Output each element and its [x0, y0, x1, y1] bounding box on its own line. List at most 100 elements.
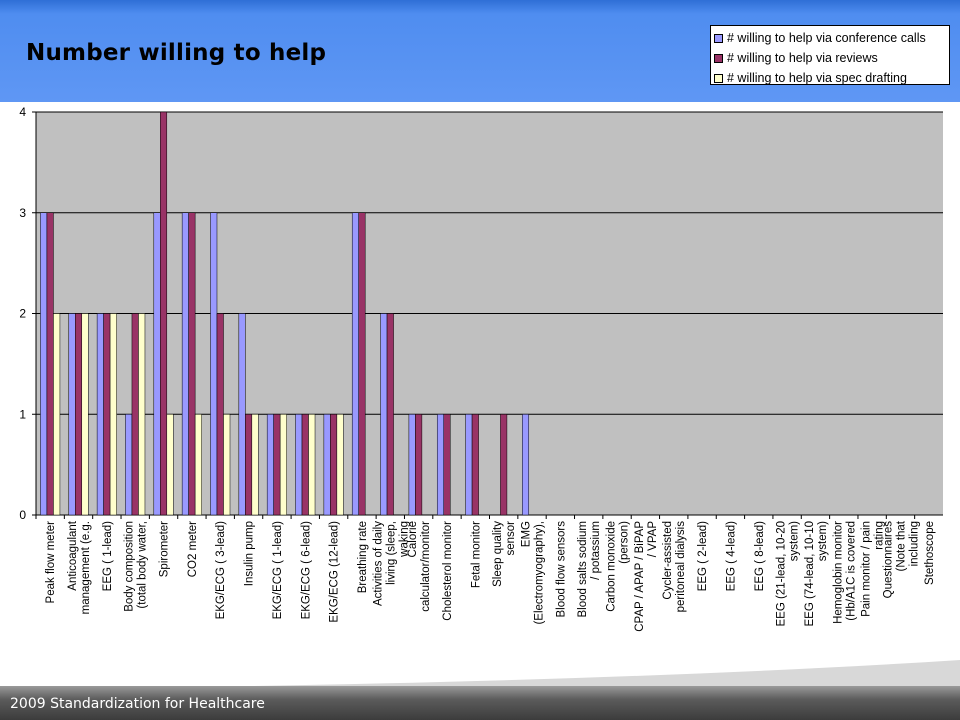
bar — [109, 313, 117, 516]
y-tick-label: 1 — [19, 407, 26, 421]
y-tick-label: 3 — [19, 206, 26, 220]
x-tick-label: EEG ( 4-lead) — [725, 521, 737, 591]
x-tick-label: including — [908, 521, 920, 566]
x-tick-label: Breathing rate — [357, 521, 369, 593]
slide-title: Number willing to help — [26, 40, 327, 66]
bar — [251, 414, 259, 516]
x-tick-label: EMG — [521, 521, 533, 547]
bar — [266, 414, 274, 516]
x-tick-label: Body composition — [124, 521, 136, 612]
x-tick-label: EKG/ECG ( 3-lead) — [215, 521, 227, 620]
x-tick-label: rating — [874, 521, 886, 550]
footer-band — [0, 686, 960, 720]
x-tick-label: Cholesterol monitor — [442, 521, 454, 621]
x-tick-label: EEG (21-lead, 10-20 — [776, 521, 788, 626]
bar — [216, 313, 224, 516]
y-tick-label: 2 — [19, 307, 26, 321]
bar — [358, 212, 366, 516]
x-tick-label: Hemoglobin monitor — [832, 521, 844, 624]
x-tick-label: EKG/ECG (12-lead) — [329, 521, 341, 623]
footer-text: 2009 Standardization for Healthcare — [10, 696, 265, 712]
legend-swatch-reviews — [714, 53, 723, 63]
x-tick-label: peritoneal dialysis — [675, 521, 687, 613]
bar — [160, 111, 168, 516]
legend-item-conference-calls: # willing to help via conference calls — [714, 28, 949, 48]
x-tick-label: Peak flow meter — [45, 521, 57, 604]
bar — [500, 414, 508, 516]
bar — [181, 212, 189, 516]
x-tick-label: Cycler-assisted — [662, 521, 674, 600]
x-tick-label: (total body water, — [137, 521, 149, 609]
x-tick-label: system) — [817, 521, 829, 561]
bar — [131, 313, 139, 516]
bar — [380, 313, 388, 516]
bar — [75, 313, 83, 516]
x-tick-label: Questionnaires — [882, 521, 894, 599]
x-tick-label: EEG ( 1-lead) — [102, 521, 114, 591]
legend-swatch-spec-drafting — [714, 73, 723, 83]
bar — [386, 313, 394, 516]
x-tick-label: / potassium — [590, 521, 602, 580]
x-tick-label: Activities of daily — [372, 521, 384, 606]
x-tick-label: Fetal monitor — [470, 521, 482, 588]
bar — [336, 414, 344, 516]
bar — [194, 414, 202, 516]
legend-label-spec-drafting: # willing to help via spec drafting — [727, 71, 907, 85]
bar — [415, 414, 423, 516]
bar — [351, 212, 359, 516]
x-tick-label: EEG (74-lead, 10-10 — [804, 521, 816, 626]
bar — [210, 212, 218, 516]
x-tick-label: / VPAP — [647, 521, 659, 558]
bar — [522, 414, 530, 516]
x-tick-label: system) — [789, 521, 801, 561]
bar — [153, 212, 161, 516]
bar — [103, 313, 111, 516]
bar — [238, 313, 246, 516]
legend-label-reviews: # willing to help via reviews — [727, 51, 878, 65]
bar — [273, 414, 281, 516]
x-tick-label: Spirometer — [159, 521, 171, 577]
bar — [245, 414, 253, 516]
bar — [125, 414, 133, 516]
bar — [323, 414, 331, 516]
bar — [295, 414, 303, 516]
bar — [443, 414, 451, 516]
bar — [68, 313, 76, 516]
x-tick-label: management (e.g. — [80, 521, 92, 614]
bar — [465, 414, 473, 516]
legend-item-spec-drafting: # willing to help via spec drafting — [714, 68, 949, 88]
x-tick-label: (Hb/A1C is covered — [845, 521, 857, 621]
x-tick-label: EKG/ECG ( 6-lead) — [300, 521, 312, 620]
x-tick-label: living (sleep, — [385, 521, 397, 585]
x-tick-label: Carbon monoxide — [606, 521, 618, 612]
bar — [53, 313, 61, 516]
y-tick-label: 4 — [19, 105, 26, 119]
x-tick-label: (Electromyography), — [534, 521, 546, 625]
bar — [40, 212, 48, 516]
bar — [223, 414, 231, 516]
x-tick-label: waking — [398, 521, 410, 558]
bar — [436, 414, 444, 516]
x-tick-label: calculator/monitor — [420, 521, 432, 612]
bar — [188, 212, 196, 516]
bar — [81, 313, 89, 516]
x-tick-label: sensor — [505, 521, 517, 556]
bar — [308, 414, 316, 516]
x-tick-label: Insulin pump — [244, 521, 256, 586]
x-tick-label: EEG ( 2-lead) — [697, 521, 709, 591]
bar — [471, 414, 479, 516]
bar — [166, 414, 174, 516]
x-tick-label: Calorie — [407, 521, 419, 557]
x-tick-label: (Note that — [895, 520, 907, 571]
legend-item-reviews: # willing to help via reviews — [714, 48, 949, 68]
header-band-lower — [0, 102, 960, 112]
chart-legend: # willing to help via conference calls #… — [710, 25, 950, 85]
x-tick-label: Anticoagulant — [67, 520, 79, 590]
x-tick-label: EKG/ECG ( 1-lead) — [272, 521, 284, 620]
x-tick-label: Stethoscope — [924, 521, 936, 585]
x-tick-label: CO2 meter — [187, 521, 199, 577]
x-tick-label: CPAP / APAP / BiPAP — [634, 521, 646, 632]
x-tick-label: Blood flow sensors — [555, 521, 567, 618]
x-tick-label: Sleep quality — [492, 521, 504, 587]
